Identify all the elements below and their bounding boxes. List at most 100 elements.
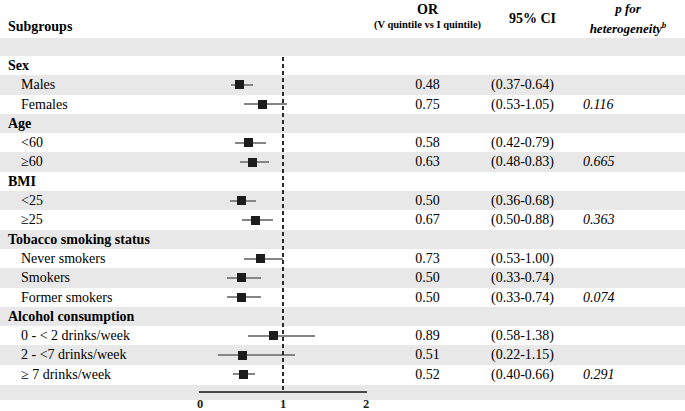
ci-value: (0.42-0.79) — [470, 133, 575, 152]
p-value — [575, 191, 685, 210]
row-label: Males — [0, 75, 200, 94]
ci-value: (0.33-0.74) — [470, 268, 575, 287]
ci-value — [470, 230, 575, 249]
row-label: 0 - < 2 drinks/week — [0, 326, 200, 345]
row-label: <25 — [0, 191, 200, 210]
forest-row: ≥600.63(0.48-0.83)0.665 — [0, 152, 685, 171]
ci-value — [470, 307, 575, 326]
forest-plot-cell — [200, 152, 385, 171]
forest-rows: SexMales0.48(0.37-0.64)Females0.75(0.53-… — [0, 38, 685, 384]
ci-value: (0.53-1.05) — [470, 95, 575, 114]
p-value: 0.363 — [575, 210, 685, 229]
or-value: 0.50 — [385, 288, 470, 307]
or-value: 0.75 — [385, 95, 470, 114]
p-header-text: heterogeneity — [590, 21, 662, 36]
or-value — [385, 172, 470, 191]
or-value: 0.67 — [385, 210, 470, 229]
p-value: 0.291 — [575, 365, 685, 384]
or-column-header: OR (V quintile vs I quintile) — [350, 1, 505, 31]
or-marker — [248, 158, 257, 167]
or-value: 0.51 — [385, 345, 470, 364]
group-header-label: Sex — [0, 56, 200, 75]
or-value: 0.52 — [385, 365, 470, 384]
row-label: Former smokers — [0, 288, 200, 307]
ci-value: (0.37-0.64) — [470, 75, 575, 94]
ci-value: (0.33-0.74) — [470, 288, 575, 307]
forest-plot-cell — [200, 307, 385, 326]
ci-value: (0.58-1.38) — [470, 326, 575, 345]
p-value — [575, 268, 685, 287]
forest-plot-cell — [200, 191, 385, 210]
subgroups-column-header: Subgroups — [8, 19, 72, 35]
p-value — [575, 133, 685, 152]
forest-plot-cell — [200, 345, 385, 364]
x-axis-tick-label: 1 — [280, 397, 286, 411]
group-header-label: Tobacco smoking status — [0, 230, 200, 249]
x-axis-tick-label: 2 — [363, 397, 369, 411]
or-marker — [237, 293, 246, 302]
or-value: 0.58 — [385, 133, 470, 152]
row-label: <60 — [0, 133, 200, 152]
forest-row: Females 0.75(0.53-1.05)0.116 — [0, 95, 685, 114]
or-value: 0.73 — [385, 249, 470, 268]
forest-row: <60 0.58(0.42-0.79) — [0, 133, 685, 152]
forest-plot-cell — [200, 133, 385, 152]
p-heterogeneity-column-header: p for heterogeneityb — [571, 1, 685, 37]
p-value: 0.665 — [575, 152, 685, 171]
forest-row: 2 - <7 drinks/week 0.51(0.22-1.15) — [0, 345, 685, 364]
row-label: 2 - <7 drinks/week — [0, 345, 200, 364]
ci-value: (0.36-0.68) — [470, 191, 575, 210]
p-value — [575, 172, 685, 191]
p-header-line2: heterogeneityb — [571, 17, 685, 37]
ci-value — [470, 114, 575, 133]
forest-plot-cell — [200, 249, 385, 268]
or-header-line2: (V quintile vs I quintile) — [350, 18, 505, 31]
p-header-superscript: b — [662, 20, 667, 30]
forest-row: Tobacco smoking status — [0, 230, 685, 249]
ci-value: (0.22-1.15) — [470, 345, 575, 364]
row-label: Females — [0, 95, 200, 114]
or-marker — [239, 370, 248, 379]
ci-value: (0.53-1.00) — [470, 249, 575, 268]
forest-plot-cell — [200, 230, 385, 249]
p-value: 0.116 — [575, 95, 685, 114]
forest-plot-cell — [200, 75, 385, 94]
forest-row: BMI — [0, 172, 685, 191]
p-value — [575, 307, 685, 326]
p-value: 0.074 — [575, 288, 685, 307]
ci-value: (0.50-0.88) — [470, 210, 575, 229]
or-value — [385, 56, 470, 75]
forest-plot-cell — [200, 210, 385, 229]
p-value — [575, 75, 685, 94]
or-value — [385, 230, 470, 249]
or-value: 0.48 — [385, 75, 470, 94]
group-header-label: Alcohol consumption — [0, 307, 200, 326]
or-marker — [256, 254, 265, 263]
forest-row: 0 - < 2 drinks/week0.89(0.58-1.38) — [0, 326, 685, 345]
or-value: 0.50 — [385, 268, 470, 287]
ci-value — [470, 56, 575, 75]
or-value: 0.50 — [385, 191, 470, 210]
or-marker — [258, 100, 267, 109]
or-marker — [269, 331, 278, 340]
forest-plot-cell — [200, 56, 385, 75]
forest-row: Former smokers 0.50(0.33-0.74)0.074 — [0, 288, 685, 307]
row-label: Never smokers — [0, 249, 200, 268]
forest-plot-cell — [200, 288, 385, 307]
p-header-line1: p for — [571, 1, 685, 17]
ci-value — [470, 172, 575, 191]
forest-row: <25 0.50(0.36-0.68) — [0, 191, 685, 210]
x-axis-tick-label: 0 — [197, 397, 203, 411]
forest-plot-figure: Subgroups OR (V quintile vs I quintile) … — [0, 0, 685, 411]
or-marker — [237, 273, 246, 282]
or-value: 0.63 — [385, 152, 470, 171]
or-marker — [251, 216, 260, 225]
or-marker — [235, 80, 244, 89]
reference-line — [282, 57, 284, 392]
or-value — [385, 307, 470, 326]
forest-plot-cell — [200, 95, 385, 114]
forest-row: Sex — [0, 56, 685, 75]
forest-row — [0, 38, 685, 56]
p-value — [575, 249, 685, 268]
row-label: ≥60 — [0, 152, 200, 171]
